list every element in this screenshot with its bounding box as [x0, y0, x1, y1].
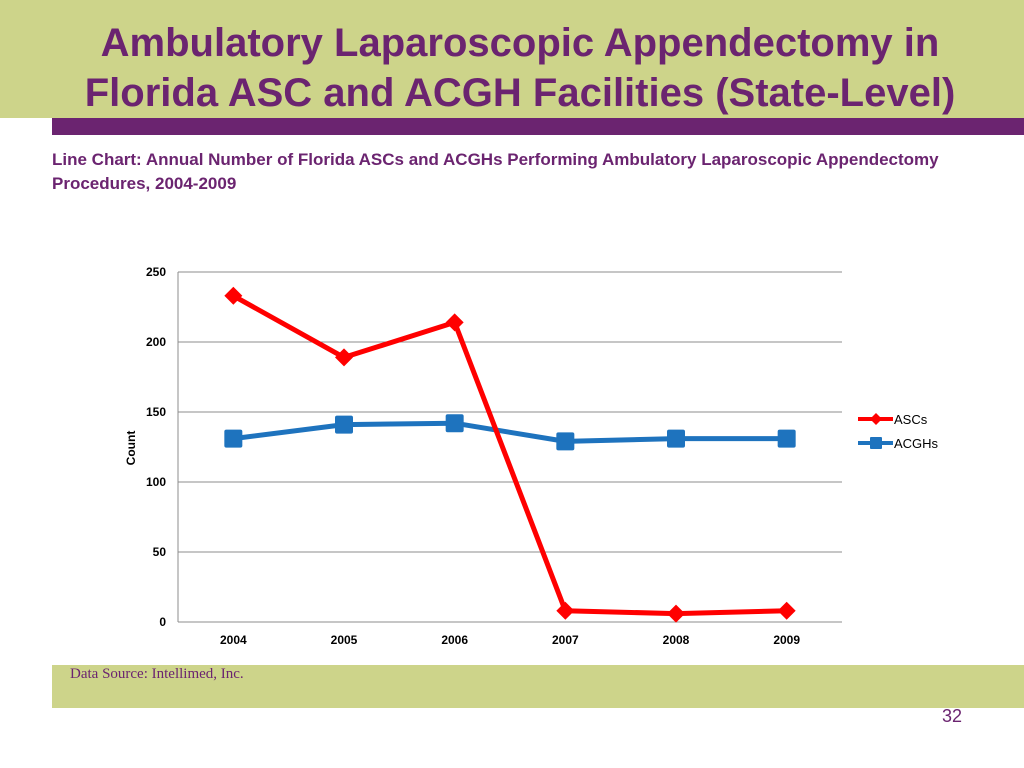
acghs-point [777, 429, 796, 448]
y-tick-label: 250 [146, 265, 166, 279]
y-tick-label: 0 [159, 615, 166, 629]
acghs-point [556, 432, 575, 451]
x-tick-label: 2007 [552, 633, 579, 647]
chart-subtitle: Line Chart: Annual Number of Florida ASC… [52, 150, 939, 193]
ascs-point [667, 604, 685, 623]
tick-labels: 0 50 100 150 200 250 2004 2005 2006 2007 2008 2009 [146, 265, 800, 647]
ascs-point [556, 601, 575, 620]
acghs-legend-label: ACGHs [894, 436, 939, 451]
y-tick-label: 150 [146, 405, 166, 419]
slide-title: Ambulatory Laparoscopic Appendectomy in … [84, 21, 956, 115]
source-band: Data Source: Intellimed, Inc. [52, 665, 1024, 708]
y-tick-label: 100 [146, 475, 166, 489]
data-source: Data Source: Intellimed, Inc. [70, 666, 244, 682]
ascs-point [445, 313, 464, 332]
y-axis-label: Count [124, 431, 138, 466]
page-number: 32 [941, 706, 962, 726]
ascs-point [777, 601, 796, 620]
acghs-point [224, 429, 243, 448]
ascs-series-line [232, 293, 787, 617]
axes [177, 272, 842, 623]
x-tick-label: 2008 [663, 633, 690, 647]
y-tick-label: 200 [146, 335, 166, 349]
ascs-point [224, 286, 243, 305]
title-band [0, 0, 1024, 118]
ascs-legend-label: ASCs [894, 412, 928, 427]
acghs-series-line [233, 420, 787, 444]
legend: ASCs ACGHs [858, 412, 939, 451]
grid-lines [178, 271, 842, 553]
ascs-point [335, 348, 353, 367]
acghs-point [335, 415, 353, 434]
x-tick-label: 2006 [441, 633, 468, 647]
acghs-legend-marker [870, 437, 882, 449]
y-tick-label: 50 [153, 545, 167, 559]
x-tick-label: 2004 [220, 633, 247, 647]
accent-bar [52, 118, 1024, 135]
x-tick-label: 2005 [331, 633, 358, 647]
acghs-point [445, 414, 464, 433]
x-tick-label: 2009 [773, 633, 800, 647]
ascs-legend-marker [870, 413, 882, 425]
series-lines [224, 286, 796, 623]
acghs-point [667, 429, 685, 448]
